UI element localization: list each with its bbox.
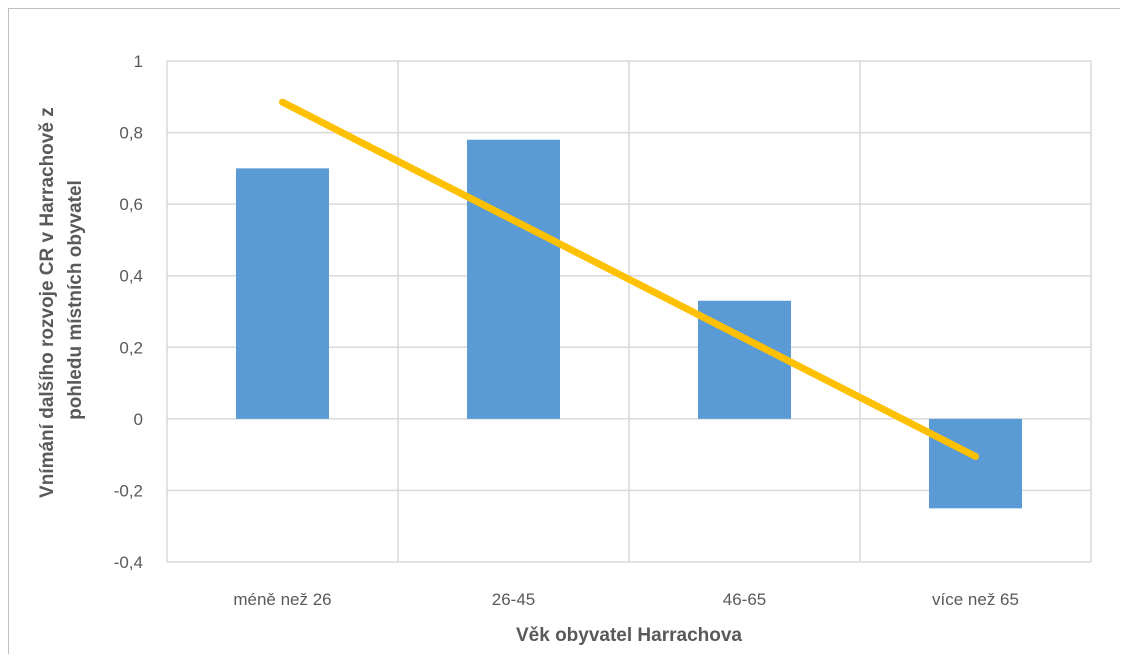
y-tick-label: 0,6 (119, 195, 143, 214)
y-tick-label: 0,4 (119, 267, 143, 286)
bar (467, 139, 560, 419)
bar (236, 168, 329, 419)
y-tick-label: -0,4 (114, 553, 143, 572)
x-tick-label: méně než 26 (233, 590, 331, 609)
y-tick-label: 1 (134, 52, 143, 71)
y-tick-label: 0,8 (119, 124, 143, 143)
chart-frame (8, 8, 1120, 654)
y-axis-title: Vnímání dalšího rozvoje CR v Harrachově … (37, 102, 86, 498)
y-axis-title-line-1: Vnímání dalšího rozvoje CR v Harrachově … (37, 107, 58, 498)
bar (929, 418, 1022, 509)
x-tick-label: 26-45 (492, 590, 535, 609)
y-tick-labels: 1 0,8 0,6 0,4 0,2 0 -0,2 -0,4 (114, 52, 143, 572)
gridlines (166, 60, 1092, 563)
y-tick-label: 0 (134, 410, 143, 429)
y-tick-label: -0,2 (114, 481, 143, 500)
y-axis-title-line-2: pohledu místních obyvatel (65, 180, 86, 420)
trendline-group (279, 98, 979, 460)
x-tick-label: 46-65 (723, 590, 766, 609)
trendline (279, 98, 979, 460)
bars (236, 139, 1022, 509)
y-tick-label: 0,2 (119, 338, 143, 357)
x-tick-label: více než 65 (932, 590, 1019, 609)
x-axis-title: Věk obyvatel Harrachova (516, 625, 742, 646)
x-tick-labels: méně než 26 26-45 46-65 více než 65 (233, 590, 1019, 609)
